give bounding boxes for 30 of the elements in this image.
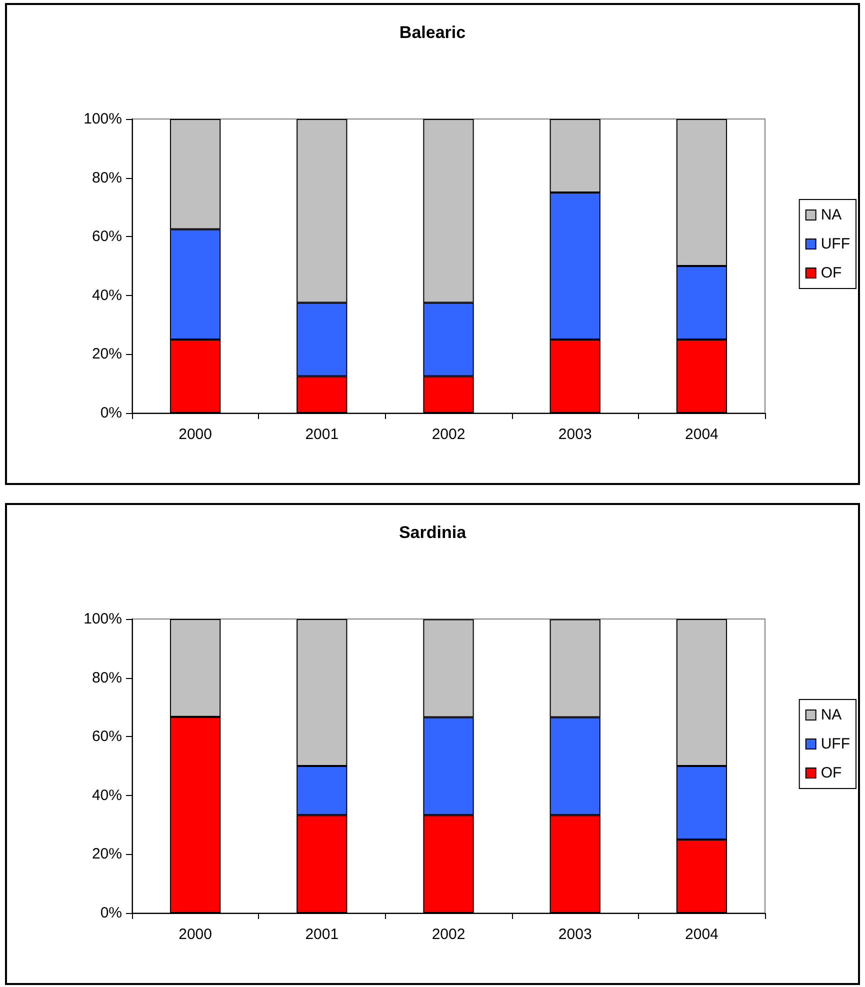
legend-label: UFF [820, 736, 850, 752]
x-tick-label: 2000 [178, 426, 212, 443]
y-tick-label: 40% [92, 786, 122, 804]
y-tick-label: 40% [92, 286, 122, 304]
x-tick-label: 2000 [178, 926, 212, 943]
y-tick-label: 80% [92, 169, 122, 186]
y-tick-label: 60% [92, 728, 122, 746]
y-tick-label: 100% [84, 610, 122, 628]
y-tick-label: 20% [92, 346, 122, 363]
y-tick-label: 60% [92, 228, 122, 246]
x-tick-label: 2002 [432, 426, 466, 443]
x-tick-label: 2003 [558, 926, 592, 943]
y-tick-label: 80% [92, 669, 122, 686]
chart-title: Balearic [399, 23, 466, 42]
y-tick-label: 100% [84, 110, 122, 128]
x-tick-label: 2003 [558, 426, 592, 443]
x-tick-label: 2001 [305, 926, 339, 943]
x-tick-label: 2004 [685, 926, 718, 943]
legend-label: NA [820, 206, 842, 224]
legend-label: OF [820, 264, 842, 282]
x-tick-label: 2004 [685, 426, 718, 443]
x-tick-label: 2002 [432, 926, 466, 943]
y-tick-label: 0% [100, 904, 122, 922]
y-tick-label: 0% [100, 404, 122, 422]
x-tick-label: 2001 [305, 426, 339, 443]
legend-label: OF [820, 764, 842, 782]
chart-title: Sardinia [398, 523, 467, 542]
legend-label: NA [820, 706, 842, 724]
legend-label: UFF [820, 236, 850, 252]
y-tick-label: 20% [92, 846, 122, 863]
